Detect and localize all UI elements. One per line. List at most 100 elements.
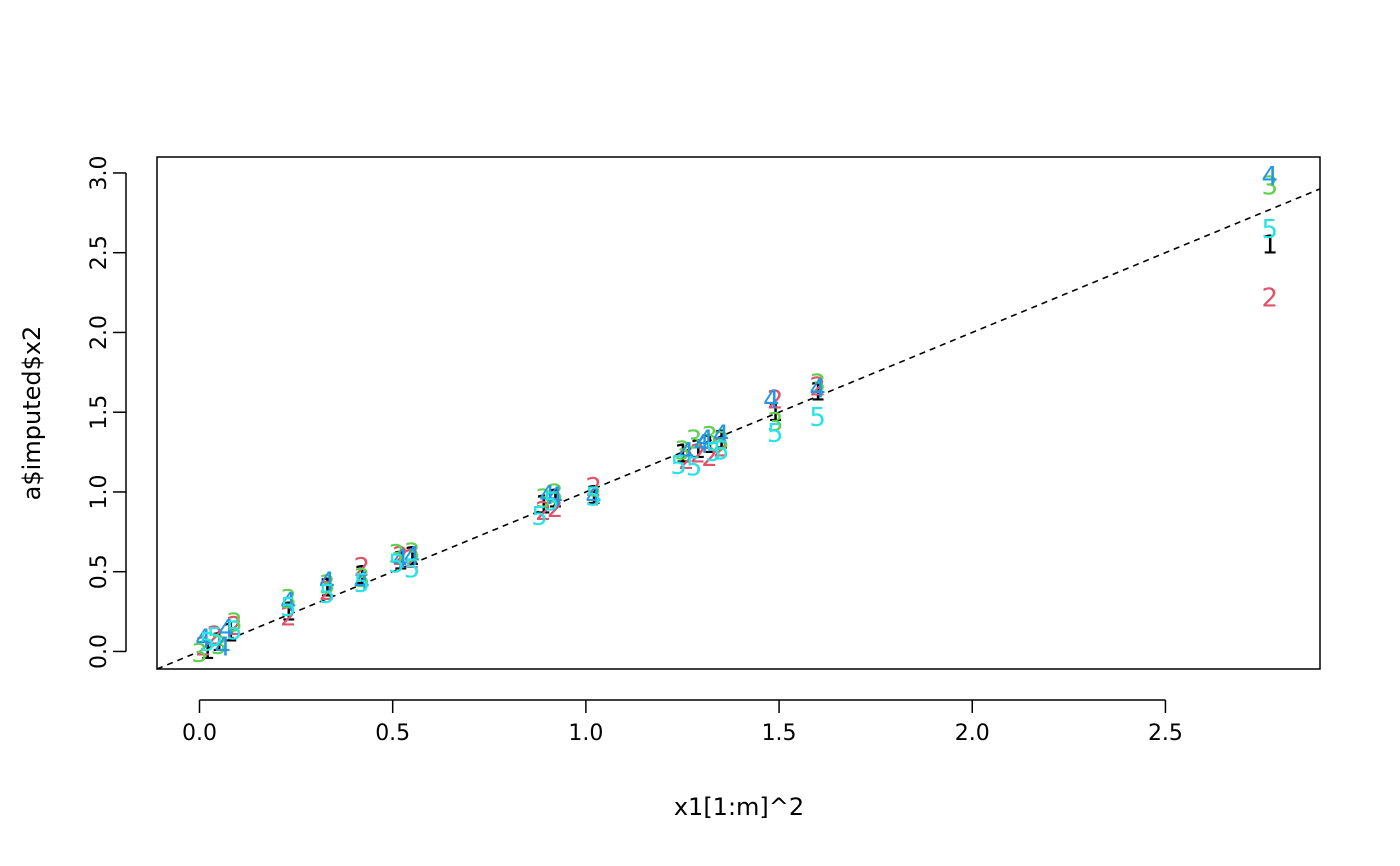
data-point-series-1: 1 [713, 425, 730, 455]
data-point-series-2: 2 [195, 633, 212, 663]
data-point-series-5: 5 [354, 569, 371, 599]
data-point-series-5: 5 [543, 488, 560, 518]
data-point-series-5: 5 [1261, 215, 1278, 245]
data-point-series-5: 5 [207, 623, 224, 653]
y-tick-label: 0.5 [87, 554, 112, 589]
data-point-series-1: 1 [701, 430, 718, 460]
data-point-series-1: 1 [585, 481, 602, 511]
data-point-series-2: 2 [280, 602, 297, 632]
data-point-series-5: 5 [319, 580, 336, 610]
x-tick-label: 0.0 [182, 721, 217, 746]
data-point-series-5: 5 [280, 593, 297, 623]
data-point-series-4: 4 [713, 421, 730, 451]
data-point-series-3: 3 [280, 585, 297, 615]
y-axis-title: a$imputed$x2 [18, 326, 46, 501]
data-point-series-4: 4 [809, 374, 826, 404]
y-axis: 0.0 0.5 1.0 1.5 2.0 2.5 3.0 [87, 155, 127, 669]
data-point-series-4: 4 [218, 615, 235, 645]
data-point-series-1: 1 [404, 542, 421, 572]
data-point-series-4: 4 [214, 633, 231, 663]
data-point-series-3: 3 [767, 408, 784, 438]
y-tick-label: 1.5 [87, 395, 112, 430]
reference-line-layer [156, 188, 1321, 670]
data-point-series-3: 3 [226, 609, 243, 639]
data-point-series-4: 4 [195, 625, 212, 655]
data-point-series-4: 4 [354, 567, 371, 597]
data-point-series-2: 2 [701, 443, 718, 473]
data-point-series-5: 5 [388, 550, 405, 580]
data-point-series-2: 2 [404, 545, 421, 575]
data-point-series-3: 3 [191, 639, 208, 669]
x-tick-label: 2.0 [955, 721, 990, 746]
data-point-series-5: 5 [767, 419, 784, 449]
data-point-series-5: 5 [686, 452, 703, 482]
data-point-series-1: 1 [690, 435, 707, 465]
data-point-series-1: 1 [222, 618, 239, 648]
data-point-series-5: 5 [585, 483, 602, 513]
x-tick-label: 1.5 [762, 721, 797, 746]
data-point-series-4: 4 [539, 481, 556, 511]
data-point-series-1: 1 [535, 491, 552, 521]
data-point-series-4: 4 [392, 545, 409, 575]
data-point-series-1: 1 [767, 398, 784, 428]
x-tick-label: 0.5 [375, 721, 410, 746]
data-point-series-5: 5 [713, 436, 730, 466]
data-point-series-4: 4 [585, 483, 602, 513]
data-point-series-3: 3 [585, 483, 602, 513]
plot-frame [156, 156, 1321, 670]
data-point-series-3: 3 [535, 484, 552, 514]
x-tick-label: 1.0 [568, 721, 603, 746]
data-point-series-3: 3 [547, 480, 564, 510]
data-point-series-3: 3 [701, 422, 718, 452]
data-point-series-2: 2 [354, 553, 371, 583]
data-point-series-2: 2 [809, 373, 826, 403]
data-point-series-3: 3 [809, 369, 826, 399]
y-tick-label: 2.5 [87, 235, 112, 270]
data-point-series-4: 4 [547, 483, 564, 513]
data-point-series-4: 4 [404, 542, 421, 572]
data-point-series-4: 4 [319, 567, 336, 597]
data-point-series-3: 3 [674, 436, 691, 466]
data-point-series-1: 1 [354, 561, 371, 591]
data-point-series-5: 5 [531, 502, 548, 532]
y-tick-label: 0.0 [87, 634, 112, 669]
data-point-series-5: 5 [705, 438, 722, 468]
data-point-series-3: 3 [1261, 172, 1278, 202]
x-tick-label: 2.5 [1148, 721, 1183, 746]
y-tick-label: 1.0 [87, 474, 112, 509]
data-point-series-5: 5 [809, 403, 826, 433]
x-axis: 0.0 0.5 1.0 1.5 2.0 2.5 [182, 699, 1183, 746]
data-point-series-3: 3 [686, 425, 703, 455]
data-point-series-2: 2 [713, 433, 730, 463]
data-point-series-3: 3 [713, 427, 730, 457]
data-point-series-1: 1 [211, 628, 228, 658]
data-point-series-1: 1 [199, 636, 216, 666]
data-point-series-2: 2 [207, 622, 224, 652]
y-tick-label: 2.0 [87, 315, 112, 350]
data-point-series-1: 1 [809, 377, 826, 407]
data-point-series-2: 2 [535, 497, 552, 527]
data-point-series-1: 1 [280, 598, 297, 628]
data-point-series-1: 1 [319, 574, 336, 604]
data-point-series-4: 4 [280, 588, 297, 618]
x-axis-title: x1[1:m]^2 [674, 793, 804, 821]
data-point-series-1: 1 [1261, 231, 1278, 261]
data-point-series-3: 3 [354, 564, 371, 594]
data-point-series-2: 2 [319, 577, 336, 607]
data-point-series-4: 4 [1261, 162, 1278, 192]
data-point-series-2: 2 [678, 446, 695, 476]
data-point-series-3: 3 [319, 570, 336, 600]
data-point-series-1: 1 [547, 484, 564, 514]
data-point-series-4: 4 [697, 425, 714, 455]
data-point-series-4: 4 [763, 385, 780, 415]
reference-line [156, 188, 1321, 670]
data-point-series-1: 1 [392, 547, 409, 577]
data-point-series-2: 2 [226, 612, 243, 642]
data-point-series-3: 3 [211, 631, 228, 661]
data-point-series-3: 3 [404, 539, 421, 569]
data-point-series-2: 2 [585, 473, 602, 503]
data-point-series-5: 5 [670, 451, 687, 481]
